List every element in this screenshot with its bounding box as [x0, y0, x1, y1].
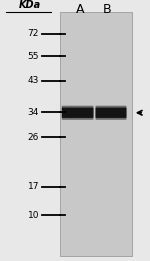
- FancyBboxPatch shape: [62, 108, 93, 118]
- FancyBboxPatch shape: [96, 106, 126, 120]
- Text: 55: 55: [27, 52, 39, 61]
- Text: KDa: KDa: [19, 1, 41, 10]
- Text: A: A: [76, 3, 84, 16]
- Text: 17: 17: [27, 182, 39, 191]
- Bar: [60, 12, 132, 256]
- FancyBboxPatch shape: [62, 106, 93, 120]
- Text: 43: 43: [28, 76, 39, 85]
- Text: 26: 26: [28, 133, 39, 141]
- Text: B: B: [103, 3, 112, 16]
- Text: 34: 34: [28, 108, 39, 117]
- Text: 72: 72: [28, 29, 39, 38]
- Text: 10: 10: [27, 211, 39, 220]
- FancyBboxPatch shape: [96, 108, 126, 118]
